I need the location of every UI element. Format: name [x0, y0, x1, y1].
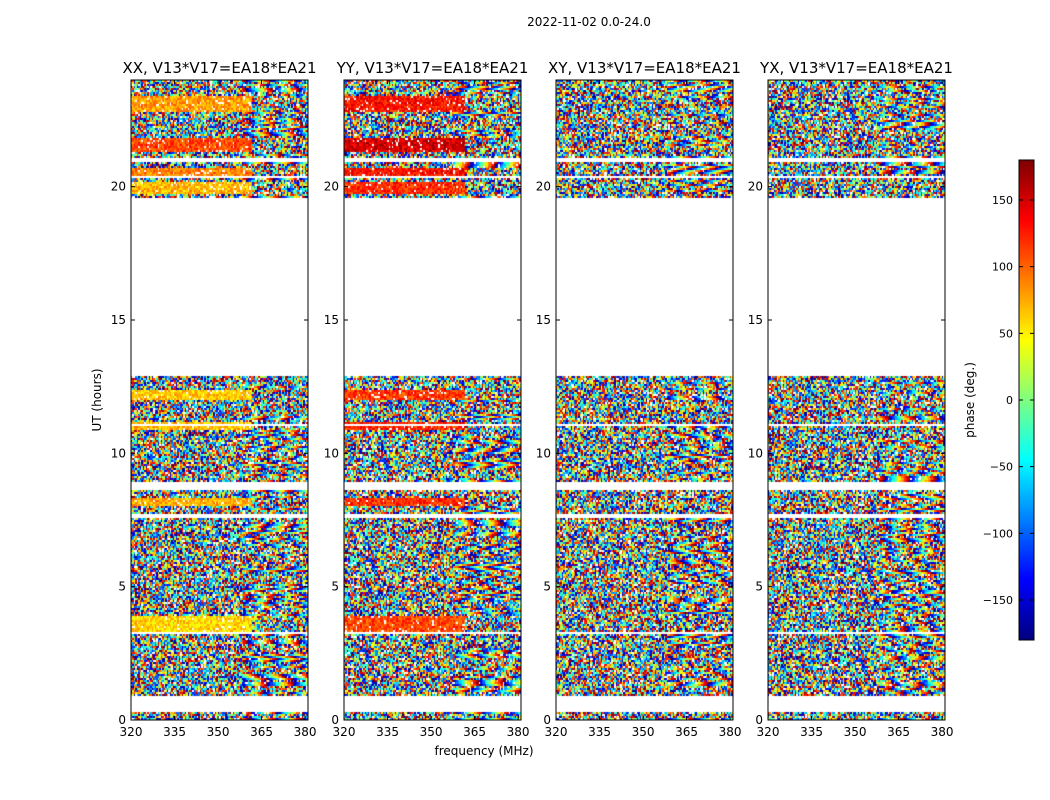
heatmap-xx — [131, 80, 308, 720]
y-tick-label: 5 — [543, 580, 551, 594]
x-tick-label: 365 — [887, 725, 910, 739]
heatmap-yx — [768, 80, 945, 720]
y-tick-label: 15 — [536, 313, 551, 327]
y-tick-label: 20 — [536, 180, 551, 194]
panel-xy: XY, V13*V17=EA18*EA21 320 335 350 365 380 0 5 10… — [536, 59, 742, 739]
colorbar-label: phase (deg.) — [963, 362, 977, 438]
colorbar-tick-label: 0 — [1006, 394, 1013, 407]
y-tick-label: 15 — [324, 313, 339, 327]
x-tick-label: 335 — [588, 725, 611, 739]
panel-frame — [555, 79, 734, 721]
x-tick-label: 380 — [507, 725, 530, 739]
x-tick-label: 380 — [719, 725, 742, 739]
panel-frame — [343, 79, 522, 721]
x-axis-label: frequency (MHz) — [434, 744, 533, 758]
x-tick-label: 350 — [844, 725, 867, 739]
x-tick-label: 320 — [545, 725, 568, 739]
x-tick-label: 335 — [800, 725, 823, 739]
x-tick-label: 350 — [207, 725, 230, 739]
x-tick-label: 365 — [250, 725, 273, 739]
y-tick-label: 5 — [755, 580, 763, 594]
panel-title: XY, V13*V17=EA18*EA21 — [548, 59, 741, 77]
y-tick-label: 10 — [111, 446, 126, 460]
y-axis-label: UT (hours) — [90, 368, 104, 431]
x-tick-label: 320 — [333, 725, 356, 739]
y-tick-label: 10 — [536, 446, 551, 460]
panel-frame — [767, 79, 946, 721]
colorbar-tick-label: 50 — [999, 327, 1013, 340]
y-tick-label: 10 — [748, 446, 763, 460]
x-tick-label: 380 — [931, 725, 954, 739]
colorbar-gradient — [1019, 160, 1034, 640]
colorbar-tick-label: 100 — [992, 261, 1013, 274]
y-tick-label: 5 — [331, 580, 339, 594]
panel-yx: YX, V13*V17=EA18*EA21 320 335 350 365 380 0 5 10… — [748, 59, 954, 739]
figure-title: 2022-11-02 0.0-24.0 — [527, 15, 651, 29]
x-tick-label: 350 — [632, 725, 655, 739]
y-tick-label: 20 — [111, 180, 126, 194]
y-tick-label: 0 — [543, 713, 551, 727]
y-tick-label: 20 — [748, 180, 763, 194]
colorbar-tick-label: −100 — [983, 527, 1013, 540]
y-tick-label: 15 — [748, 313, 763, 327]
panels: XX, V13*V17=EA18*EA21 320 335 350 365 380 0 5 10… — [111, 59, 954, 739]
heatmap-xy — [556, 80, 733, 720]
x-tick-label: 320 — [757, 725, 780, 739]
x-tick-label: 350 — [420, 725, 443, 739]
x-tick-label: 320 — [120, 725, 143, 739]
y-tick-label: 5 — [118, 580, 126, 594]
y-tick-label: 0 — [755, 713, 763, 727]
colorbar-tick-label: 150 — [992, 194, 1013, 207]
x-tick-label: 365 — [463, 725, 486, 739]
heatmap-yy — [344, 80, 521, 720]
x-tick-label: 380 — [294, 725, 317, 739]
x-tick-label: 335 — [163, 725, 186, 739]
y-tick-label: 20 — [324, 180, 339, 194]
panel-title: XX, V13*V17=EA18*EA21 — [122, 59, 316, 77]
panel-frame — [130, 79, 309, 721]
colorbar: −150 −100 −50 0 50 100 150 — [983, 159, 1035, 641]
panel-title: YX, V13*V17=EA18*EA21 — [759, 59, 953, 77]
colorbar-tick-label: −50 — [990, 461, 1013, 474]
y-tick-label: 10 — [324, 446, 339, 460]
panel-xx: XX, V13*V17=EA18*EA21 320 335 350 365 380 0 5 10… — [111, 59, 317, 739]
x-tick-label: 335 — [376, 725, 399, 739]
y-tick-label: 0 — [118, 713, 126, 727]
colorbar-tick-label: −150 — [983, 594, 1013, 607]
x-tick-label: 365 — [675, 725, 698, 739]
panel-yy: YY, V13*V17=EA18*EA21 320 335 350 365 380 0 5 10… — [324, 59, 530, 739]
y-tick-label: 0 — [331, 713, 339, 727]
panel-title: YY, V13*V17=EA18*EA21 — [336, 59, 529, 77]
y-tick-label: 15 — [111, 313, 126, 327]
